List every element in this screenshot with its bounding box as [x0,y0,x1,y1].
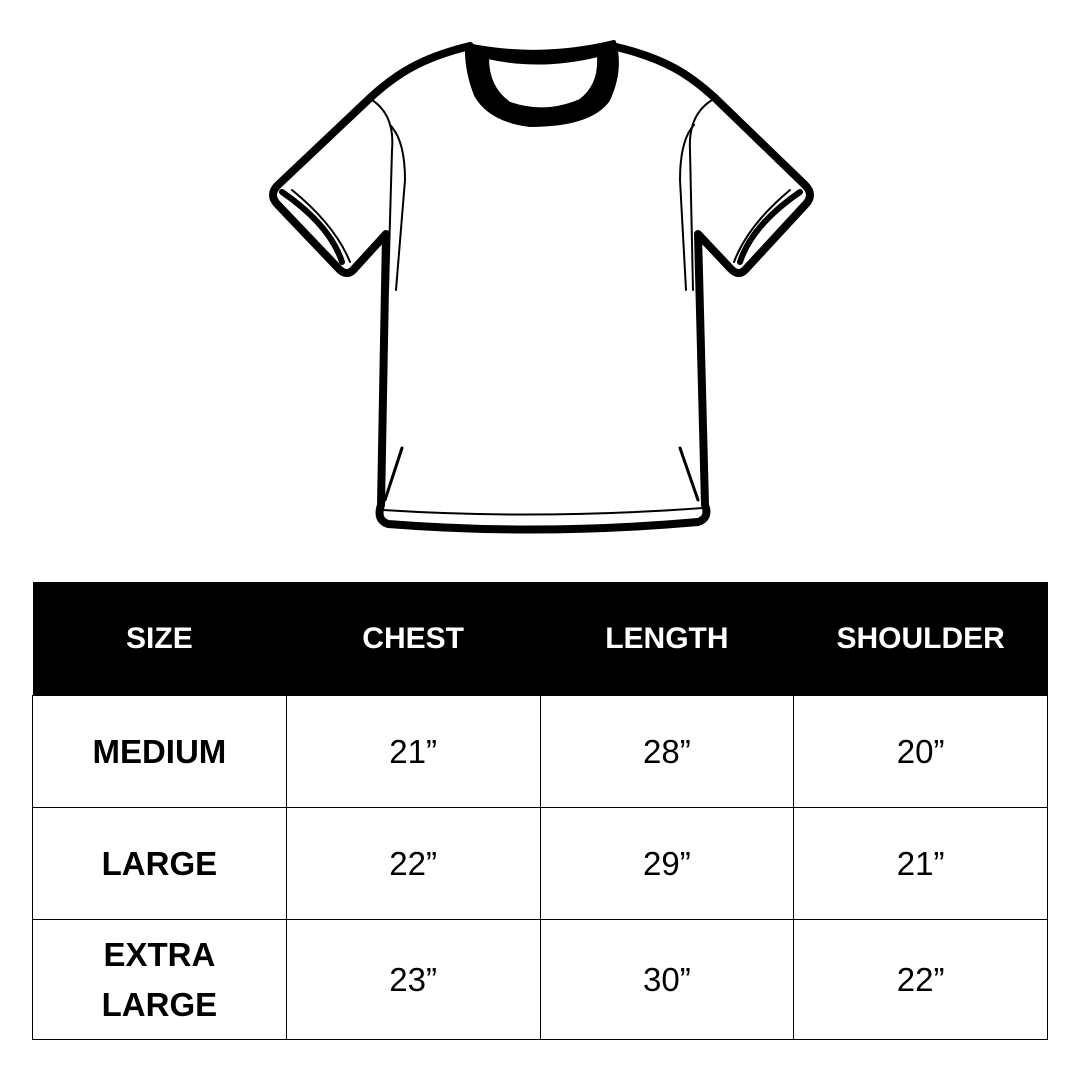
length-cell: 29” [539,807,795,920]
chest-cell: 21” [285,695,541,808]
table-row: MEDIUM 21” 28” 20” [32,695,1048,808]
length-cell: 28” [539,695,795,808]
shoulder-cell: 21” [793,807,1048,920]
chest-cell: 23” [285,919,541,1040]
header-size: SIZE [32,582,287,696]
header-shoulder: SHOULDER [793,582,1048,696]
table-header-row: SIZE CHEST LENGTH SHOULDER [32,582,1048,696]
size-cell: MEDIUM [32,695,287,808]
size-cell: LARGE [32,807,287,920]
chest-cell: 22” [285,807,541,920]
table-row: LARGE 22” 29” 21” [32,807,1048,920]
table-row: EXTRA LARGE 23” 30” 22” [32,919,1048,1040]
size-chart-table: SIZE CHEST LENGTH SHOULDER MEDIUM 21” 28… [32,582,1048,1040]
header-length: LENGTH [540,582,794,696]
header-chest: CHEST [286,582,540,696]
t-shirt-icon [269,40,814,534]
size-cell: EXTRA LARGE [32,919,287,1040]
shoulder-cell: 22” [793,919,1048,1040]
shoulder-cell: 20” [793,695,1048,808]
length-cell: 30” [539,919,795,1040]
